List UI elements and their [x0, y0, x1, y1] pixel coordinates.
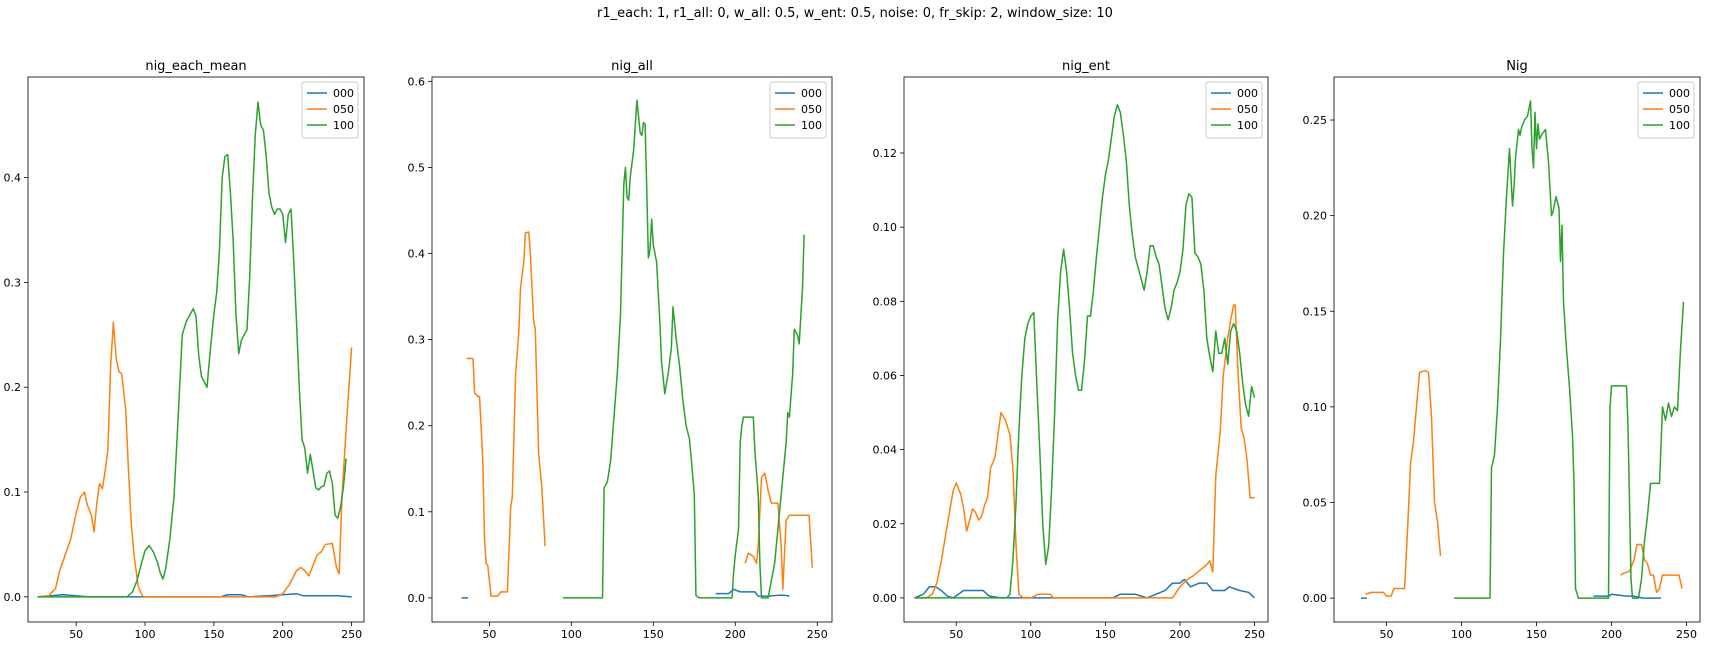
y-tick-label: 0.06	[873, 369, 898, 382]
x-tick-label: 200	[1169, 628, 1190, 641]
y-tick-label: 0.1	[408, 506, 426, 519]
y-tick-label: 0.15	[1303, 305, 1328, 318]
legend: 000 050 100	[769, 81, 827, 139]
legend-box	[1205, 81, 1263, 139]
subplot-title: nig_ent	[1062, 59, 1110, 74]
series-line-100	[914, 104, 1256, 599]
figure-suptitle: r1_each: 1, r1_all: 0, w_all: 0.5, w_ent…	[597, 6, 1113, 21]
legend-box	[1637, 81, 1695, 139]
series-line-050	[466, 231, 546, 597]
x-tick-label: 100	[1020, 628, 1041, 641]
axes-frame	[903, 76, 1269, 623]
legend-label: 000	[801, 87, 822, 100]
x-tick-label: 50	[482, 628, 496, 641]
subplot-0: nig_each_mean 50 100 150 200 250 0.0 0.1 0.2 0.3 0…	[4, 59, 365, 641]
subplot-2: nig_ent 50 100 150 200 250 0.00 0.02 0.04 0.06 0.0…	[873, 59, 1269, 641]
axes-frame	[431, 76, 833, 623]
y-tick-label: 0.5	[408, 161, 426, 174]
subplot-title: nig_all	[611, 59, 653, 74]
y-tick-label: 0.00	[873, 592, 898, 605]
legend-box	[301, 81, 359, 139]
x-tick-label: 50	[1380, 628, 1394, 641]
x-tick-label: 200	[725, 628, 746, 641]
y-tick-label: 0.1	[4, 486, 22, 499]
x-tick-label: 50	[69, 628, 83, 641]
y-tick-label: 0.3	[4, 276, 22, 289]
y-tick-label: 0.6	[408, 75, 426, 88]
legend: 000 050 100	[1205, 81, 1263, 139]
series-line-100	[37, 101, 347, 598]
x-tick-label: 50	[949, 628, 963, 641]
x-tick-label: 150	[203, 628, 224, 641]
axes-frame	[1333, 76, 1701, 623]
x-tick-label: 150	[1526, 628, 1547, 641]
y-tick-label: 0.02	[873, 518, 898, 531]
y-tick-label: 0.08	[873, 295, 898, 308]
y-tick-label: 0.25	[1303, 114, 1328, 127]
y-tick-label: 0.2	[4, 381, 22, 394]
legend-label: 000	[1669, 87, 1690, 100]
series-line-050	[37, 321, 353, 598]
series-line-050	[914, 304, 1255, 599]
legend-label: 100	[333, 119, 354, 132]
x-tick-label: 100	[1451, 628, 1472, 641]
axes-frame	[27, 76, 365, 623]
x-tick-label: 100	[135, 628, 156, 641]
legend-label: 000	[1237, 87, 1258, 100]
x-tick-label: 100	[561, 628, 582, 641]
y-tick-label: 0.4	[408, 248, 426, 261]
x-tick-label: 250	[341, 628, 362, 641]
y-tick-label: 0.05	[1303, 496, 1328, 509]
x-tick-label: 150	[1095, 628, 1116, 641]
legend: 000 050 100	[301, 81, 359, 139]
legend: 000 050 100	[1637, 81, 1695, 139]
legend-label: 100	[1237, 119, 1258, 132]
legend-label: 000	[333, 87, 354, 100]
legend-label: 050	[1237, 103, 1258, 116]
series-line-100	[563, 99, 805, 599]
y-tick-label: 0.2	[408, 420, 426, 433]
y-tick-label: 0.3	[408, 334, 426, 347]
y-tick-label: 0.0	[408, 592, 426, 605]
x-tick-label: 200	[272, 628, 293, 641]
x-tick-label: 250	[1244, 628, 1265, 641]
legend-label: 050	[1669, 103, 1690, 116]
y-tick-label: 0.4	[4, 172, 22, 185]
y-tick-label: 0.04	[873, 444, 898, 457]
series-line-050	[1620, 543, 1683, 594]
y-tick-label: 0.0	[4, 591, 22, 604]
legend-label: 100	[1669, 119, 1690, 132]
series-line-050	[1365, 369, 1442, 597]
y-tick-label: 0.20	[1303, 210, 1328, 223]
y-tick-label: 0.12	[873, 147, 898, 160]
y-tick-label: 0.10	[873, 221, 898, 234]
series-line-100	[1454, 100, 1685, 599]
legend-label: 050	[333, 103, 354, 116]
series-line-050	[744, 472, 814, 591]
subplot-3: Nig 50 100 150 200 250 0.00 0.05 0.10 0.15 0.20 0.2…	[1303, 59, 1701, 641]
y-tick-label: 0.00	[1303, 592, 1328, 605]
x-tick-label: 250	[807, 628, 828, 641]
x-tick-label: 200	[1601, 628, 1622, 641]
subplots: nig_each_mean 50 100 150 200 250 0.0 0.1 0.2 0.3 0…	[4, 59, 1701, 641]
x-tick-label: 250	[1676, 628, 1697, 641]
legend-box	[769, 81, 827, 139]
subplot-title: Nig	[1506, 59, 1528, 74]
series-line-000	[715, 588, 790, 597]
legend-label: 050	[801, 103, 822, 116]
subplot-1: nig_all 50 100 150 200 250 0.0 0.1 0.2 0.3 0.4 0.5 0…	[408, 59, 833, 641]
legend-label: 100	[801, 119, 822, 132]
x-tick-label: 150	[643, 628, 664, 641]
subplot-title: nig_each_mean	[145, 59, 246, 74]
y-tick-label: 0.10	[1303, 401, 1328, 414]
series-line-000	[914, 578, 1256, 599]
